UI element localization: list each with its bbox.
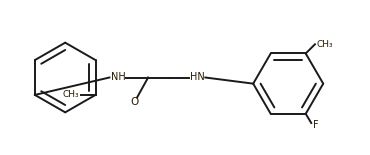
Text: O: O (130, 97, 139, 107)
Text: CH₃: CH₃ (62, 90, 79, 99)
Text: HN: HN (190, 73, 205, 82)
Text: NH: NH (111, 73, 125, 82)
Text: F: F (313, 120, 319, 130)
Text: CH₃: CH₃ (317, 40, 333, 49)
